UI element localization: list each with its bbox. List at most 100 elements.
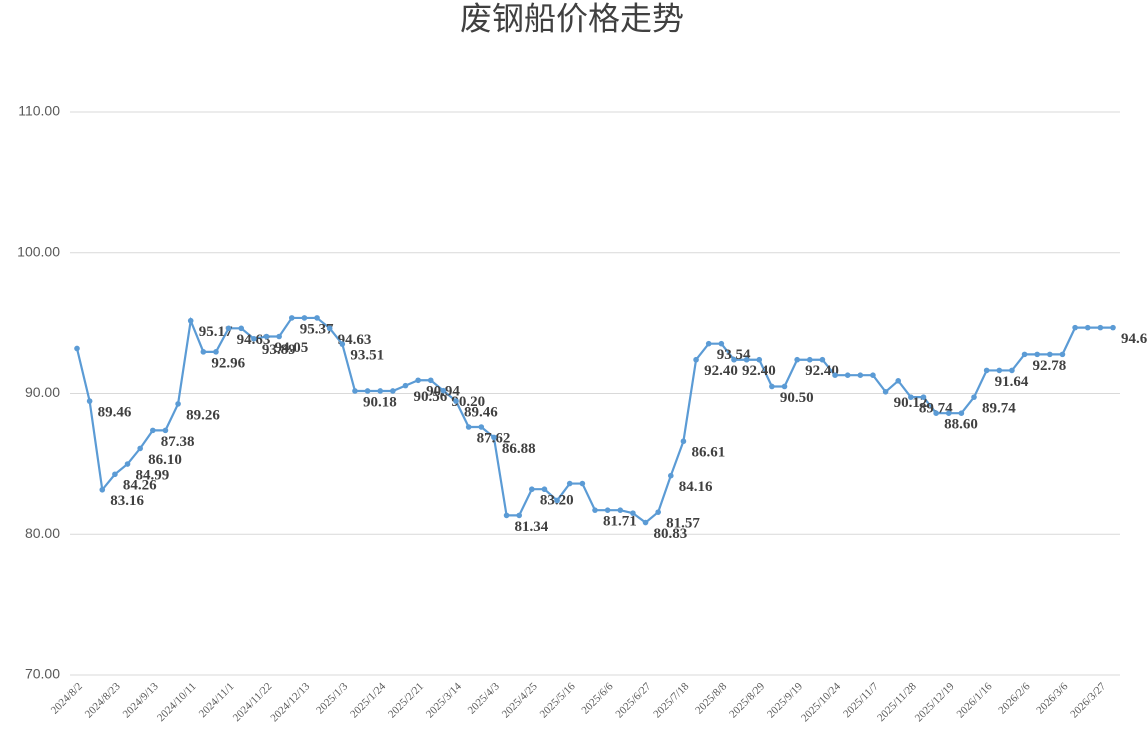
- x-tick-label: 2025/10/24: [799, 680, 843, 724]
- point: [478, 424, 485, 430]
- x-tick-label: 2024/11/1: [197, 680, 237, 720]
- x-tick-label: 2025/4/25: [500, 680, 540, 720]
- point: [352, 388, 358, 394]
- point: [1110, 324, 1116, 331]
- point: [162, 427, 169, 434]
- point: [920, 394, 927, 400]
- point: [642, 519, 649, 526]
- data-label: 95.37: [300, 321, 334, 337]
- point: [288, 315, 295, 321]
- point: [225, 325, 232, 332]
- point: [1084, 324, 1091, 331]
- x-tick-label: 2026/3/6: [1034, 680, 1070, 716]
- point: [756, 356, 763, 363]
- x-tick-label: 2025/6/27: [613, 680, 653, 720]
- point: [958, 410, 965, 417]
- point: [655, 509, 661, 515]
- point: [74, 345, 80, 352]
- point: [983, 367, 990, 374]
- point: [1034, 351, 1040, 358]
- data-label: 92.40: [805, 363, 839, 379]
- point: [945, 410, 952, 417]
- point: [200, 349, 207, 355]
- point: [870, 372, 876, 379]
- y-tick-label: 90.00: [25, 384, 60, 400]
- point: [895, 378, 902, 384]
- point: [427, 377, 434, 384]
- point: [390, 388, 396, 394]
- point: [996, 367, 1003, 374]
- y-tick-label: 100.00: [17, 243, 60, 259]
- point: [566, 480, 573, 487]
- data-label: 89.46: [464, 405, 498, 421]
- point: [440, 387, 447, 394]
- point: [1047, 351, 1053, 358]
- x-tick-label: 2026/1/16: [955, 680, 995, 720]
- point: [263, 333, 270, 340]
- x-tick-label: 2024/8/2: [49, 680, 85, 716]
- x-tick-label: 2025/6/6: [579, 680, 615, 716]
- point: [857, 372, 864, 379]
- point: [529, 486, 535, 493]
- x-tick-label: 2025/3/14: [424, 680, 464, 720]
- data-label: 93.54: [717, 347, 751, 363]
- point: [592, 507, 598, 513]
- point: [718, 340, 725, 347]
- point: [579, 480, 586, 487]
- data-label: 86.10: [148, 452, 182, 468]
- point: [339, 341, 346, 347]
- data-label: 89.26: [186, 407, 220, 423]
- y-tick-label: 110.00: [18, 103, 60, 119]
- x-tick-label: 2026/2/6: [996, 680, 1032, 716]
- point: [844, 372, 851, 379]
- point: [819, 356, 826, 363]
- point: [251, 335, 257, 342]
- x-tick-label: 2024/10/11: [155, 680, 199, 724]
- data-label: 94.05: [275, 340, 309, 356]
- point: [604, 507, 611, 513]
- x-tick-label: 2025/8/8: [693, 680, 729, 716]
- x-tick-label: 2024/11/22: [231, 680, 275, 724]
- data-label: 93.51: [350, 348, 384, 364]
- point: [175, 401, 181, 407]
- x-tick-label: 2025/11/28: [875, 680, 919, 724]
- point: [794, 356, 800, 363]
- point: [806, 356, 813, 363]
- point: [99, 486, 106, 493]
- point: [137, 445, 143, 452]
- point: [541, 486, 548, 493]
- point: [213, 349, 219, 355]
- point: [150, 427, 156, 434]
- point: [554, 497, 560, 504]
- data-label: 84.99: [136, 467, 170, 483]
- data-label: 94.68: [1121, 331, 1147, 347]
- x-tick-label: 2024/8/23: [83, 680, 123, 720]
- point: [364, 388, 371, 394]
- point: [769, 383, 775, 390]
- point: [276, 333, 282, 340]
- x-tick-label: 2025/7/18: [651, 680, 691, 720]
- point: [326, 325, 333, 332]
- point: [882, 389, 889, 395]
- point: [503, 512, 510, 519]
- point: [415, 377, 421, 384]
- point: [680, 438, 687, 445]
- data-label: 87.38: [161, 434, 195, 450]
- point: [453, 398, 459, 404]
- data-label: 90.18: [363, 394, 397, 410]
- x-tick-label: 2025/1/24: [348, 680, 388, 720]
- x-tick-label: 2025/1/3: [314, 680, 350, 716]
- point: [516, 512, 522, 519]
- point: [1097, 324, 1104, 331]
- chart-title: 废钢船价格走势: [460, 0, 684, 36]
- data-label: 89.74: [982, 401, 1016, 417]
- point: [933, 410, 939, 417]
- point: [301, 315, 308, 321]
- data-label: 88.60: [944, 417, 978, 433]
- point: [1009, 367, 1015, 374]
- point: [1021, 351, 1028, 358]
- x-tick-label: 2025/12/19: [913, 680, 957, 724]
- x-tick-label: 2026/3/27: [1068, 680, 1108, 720]
- data-label: 81.34: [515, 519, 549, 535]
